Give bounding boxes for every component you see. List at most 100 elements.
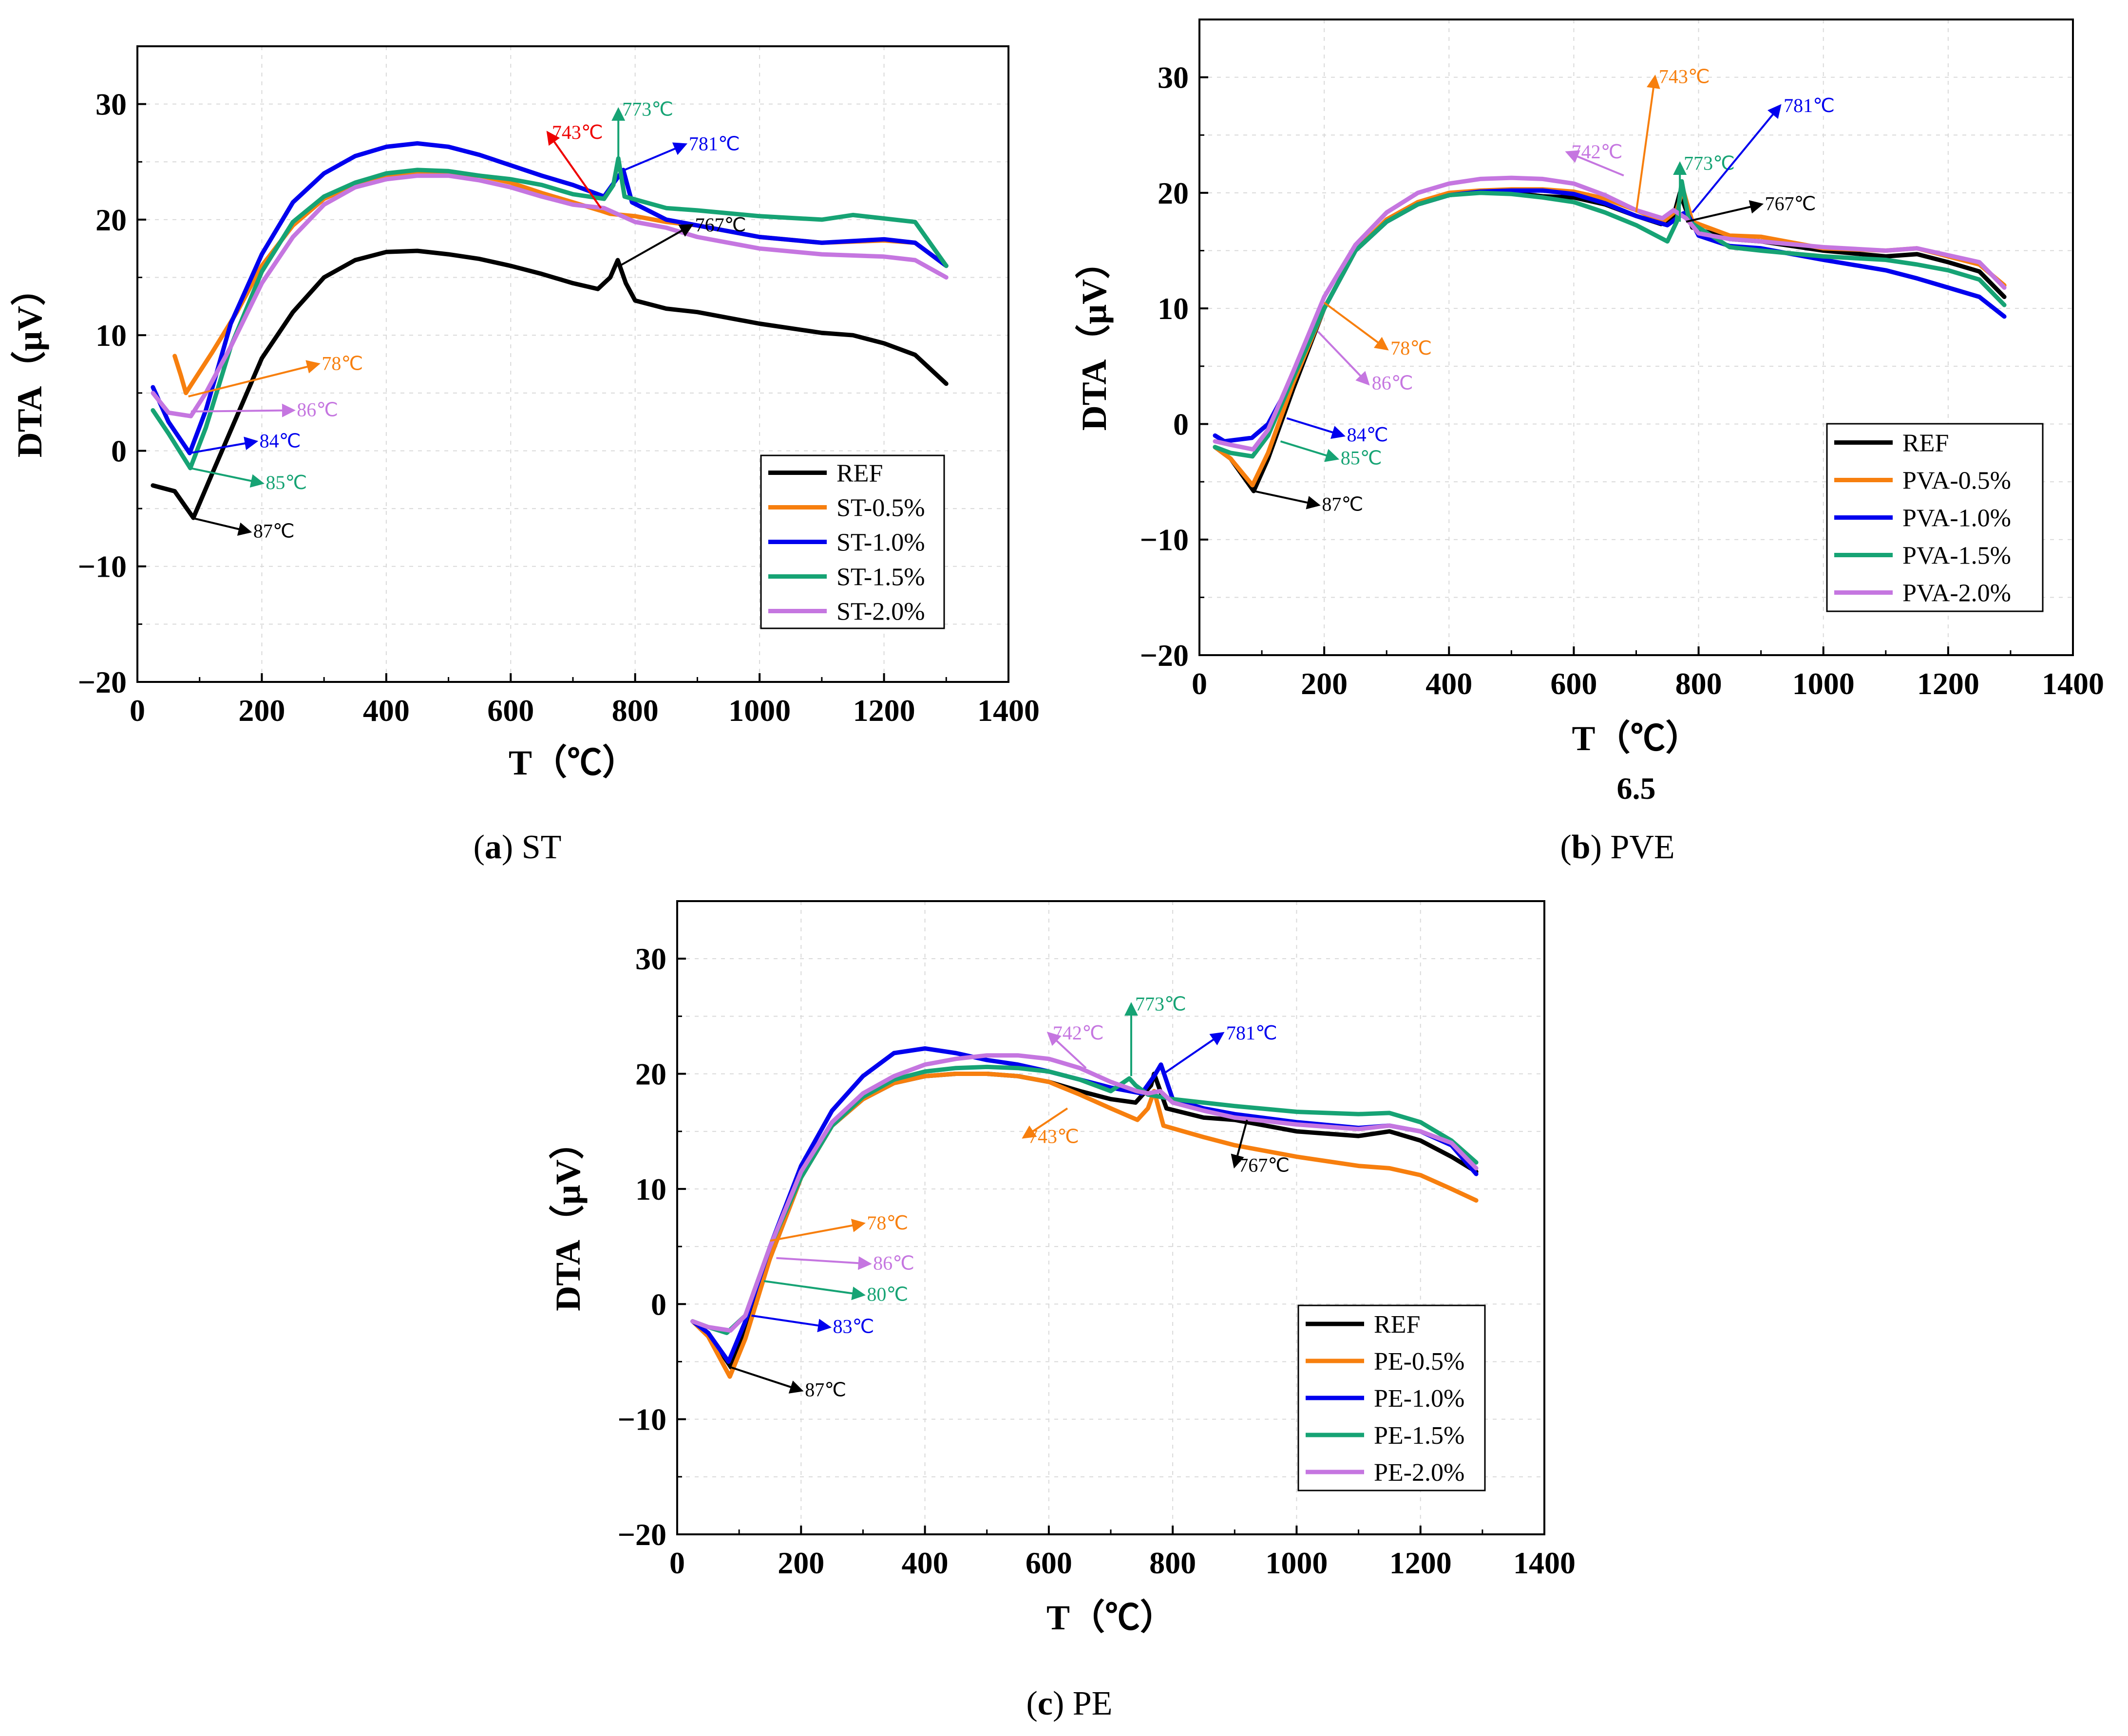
y-axis-label: DTA（μV） [10,271,49,458]
legend-entry: PVA-1.5% [1902,542,2011,570]
legend-entry: ST-0.5% [836,494,925,522]
y-tick-label: 0 [651,1287,666,1321]
annotation-arrow [1691,104,1782,213]
annotation-arrow [1280,440,1340,462]
annotation-arrow [190,467,265,488]
annotation-label: 781℃ [1226,1022,1277,1044]
annotation-label: 84℃ [1347,424,1388,446]
caption-a-name: ST [521,829,562,866]
annotation-arrow [624,142,688,171]
x-tick-label: 0 [130,693,145,728]
annotation-label: 87℃ [1322,493,1363,515]
annotation-arrow [1231,1119,1248,1169]
annotation-label: 78℃ [867,1212,908,1234]
annotation-label: 742℃ [1572,141,1623,163]
series-line-pe-0-5- [690,1072,1479,1379]
x-tick-label: 1000 [728,693,791,728]
annotation-arrow [188,360,321,397]
series-line-pe-2-0- [690,1053,1479,1333]
x-tick-label: 800 [1149,1546,1196,1580]
annotation-arrow [730,1366,804,1394]
x-tick-label: 200 [238,693,285,728]
legend-entry: PVA-2.0% [1902,580,2011,607]
caption-b-name: PVE [1610,829,1675,866]
annotation-label: 84℃ [260,430,301,452]
y-tick-label: −10 [618,1402,666,1437]
y-tick-label: 20 [95,203,127,237]
annotation-arrow [1635,75,1660,213]
y-tick-label: −10 [78,549,127,584]
y-tick-label: −10 [1140,523,1189,557]
annotation-arrow [189,436,259,454]
annotation-label: 87℃ [805,1379,846,1401]
legend-entry: PVA-1.0% [1902,505,2011,532]
annotation-arrow [619,224,694,267]
annotation-arrow [770,1219,866,1242]
x-axis-label: T（℃） [509,743,637,782]
annotation-label: 767℃ [695,214,746,236]
y-tick-label: −20 [618,1517,666,1552]
legend-entry: ST-1.0% [836,529,925,557]
y-axis-label: DTA（μV） [1075,244,1114,431]
annotation-arrow [1046,1032,1087,1069]
legend-entry: PE-2.0% [1374,1459,1464,1487]
caption-c-name: PE [1072,1685,1113,1722]
legend-entry: REF [1374,1311,1420,1339]
y-tick-label: 30 [1158,60,1189,95]
x-tick-label: 400 [1425,666,1472,701]
y-tick-label: 30 [635,942,666,976]
y-axis-label: DTA（μV） [549,1124,588,1311]
annotation-arrow [1565,150,1624,177]
annotation-label: 83℃ [833,1316,874,1338]
annotation-label: 743℃ [1659,66,1710,88]
caption-b: (b) PVE [1560,829,1675,866]
y-tick-label: 10 [1158,291,1189,326]
annotation-arrow [751,1314,832,1333]
annotation-label: 78℃ [322,353,363,375]
legend: REF ST-0.5% ST-1.0% ST-1.5% ST-2.0% [760,454,945,629]
legend-entry: ST-2.0% [836,598,925,626]
annotation-arrow [191,517,252,536]
y-tick-label: 0 [1173,407,1189,441]
series-line-st-1-0- [151,141,949,455]
annotation-arrow [1317,331,1370,386]
legend-entry: REF [1902,430,1949,457]
x-axis-label: T（℃） [1046,1598,1175,1637]
y-tick-label: 10 [635,1172,666,1207]
series-line-st-2-0- [151,173,949,418]
caption-a: (a) ST [473,829,562,866]
x-tick-label: 200 [778,1546,824,1580]
annotation-arrow [546,131,602,209]
annotation-label: 85℃ [266,472,307,493]
series-line-pva-2-0- [1213,175,2007,452]
x-tick-label: 400 [363,693,410,728]
x-tick-label: 1400 [977,693,1040,728]
x-tick-label: 1000 [1265,1546,1328,1580]
annotation-label: 86℃ [1372,372,1413,394]
caption-c: (c) PE [1026,1685,1113,1722]
annotation-label: 773℃ [1135,993,1186,1015]
x-tick-label: 800 [1675,666,1722,701]
x-tick-label: 1000 [1792,666,1855,701]
annotation-label: 86℃ [873,1252,914,1274]
x-tick-label: 400 [902,1546,949,1580]
x-tick-label: 600 [487,693,534,728]
annotation-label: 742℃ [1053,1022,1104,1044]
x-tick-label: 1400 [2042,666,2104,701]
x-tick-label: 1400 [1513,1546,1576,1580]
annotation-arrow [1286,417,1346,439]
x-tick-label: 600 [1026,1546,1072,1580]
legend-entry: PE-1.0% [1374,1385,1464,1413]
series-line-pva-1-5- [1213,179,2007,459]
x-tick-label: 0 [1192,666,1207,701]
x-tick-label: 600 [1550,666,1597,701]
caption-b-letter: b [1571,829,1591,866]
annotation-label: 87℃ [253,520,295,542]
y-tick-label: 10 [95,318,127,353]
y-tick-label: 20 [1158,176,1189,210]
x-tick-label: 1200 [853,693,915,728]
legend-entry: PE-0.5% [1374,1348,1464,1376]
extra-label: 6.5 [1617,771,1656,806]
